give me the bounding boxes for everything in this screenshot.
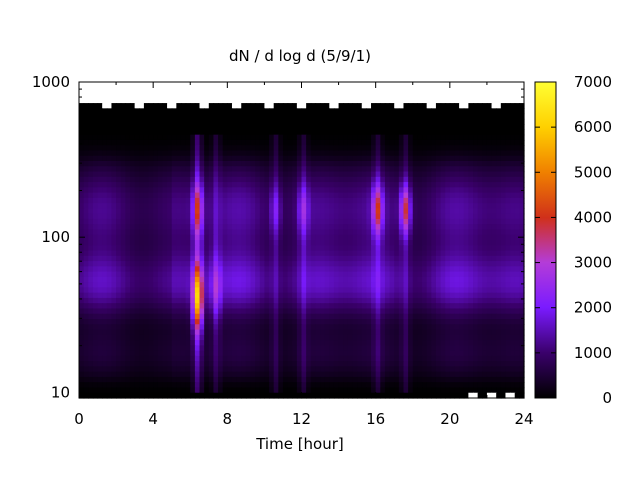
colorbar-gradient — [534, 81, 557, 399]
y-axis: 10 100 1000 — [32, 73, 524, 401]
colorbar-tick-label: 2000 — [574, 299, 612, 317]
colorbar-tick-label: 3000 — [574, 254, 612, 272]
x-tick-label: 8 — [223, 410, 233, 428]
x-tick-label: 0 — [74, 410, 84, 428]
y-tick-label: 100 — [41, 228, 70, 246]
colorbar: 0 1000 2000 3000 4000 5000 6000 7000 — [534, 73, 612, 407]
x-tick-label: 16 — [366, 410, 385, 428]
colorbar-tick-label: 0 — [602, 389, 612, 407]
chart-title: dN / d log d (5/9/1) — [229, 47, 371, 65]
heatmap-area — [79, 82, 525, 399]
colorbar-tick-label: 7000 — [574, 73, 612, 91]
x-tick-label: 20 — [440, 410, 459, 428]
colorbar-tick-label: 5000 — [574, 163, 612, 181]
x-axis: 0 4 8 12 16 20 24 — [74, 82, 534, 428]
y-tick-label: 1000 — [32, 73, 70, 91]
x-axis-label: Time [hour] — [255, 435, 344, 453]
y-tick-label: 10 — [51, 383, 70, 401]
colorbar-tick-label: 4000 — [574, 208, 612, 226]
x-tick-label: 4 — [148, 410, 158, 428]
colorbar-tick-label: 6000 — [574, 118, 612, 136]
x-tick-label: 12 — [292, 410, 311, 428]
x-tick-label: 24 — [514, 410, 533, 428]
colorbar-tick-label: 1000 — [574, 344, 612, 362]
